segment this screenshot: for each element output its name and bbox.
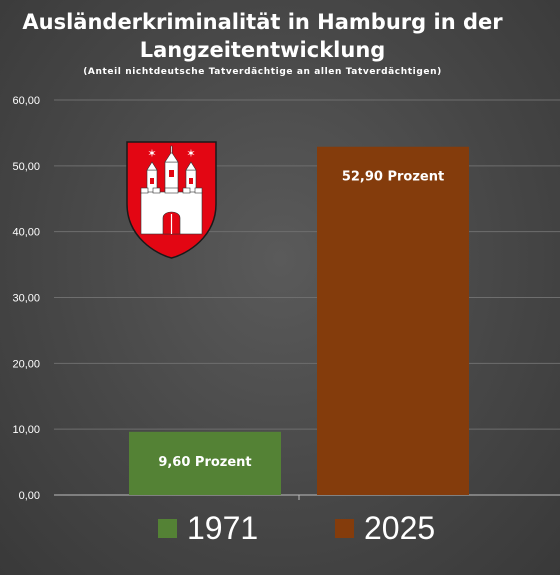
bar-1971 bbox=[129, 431, 281, 495]
y-tick-label: 40,00 bbox=[12, 227, 40, 239]
svg-text:✶: ✶ bbox=[147, 147, 156, 160]
legend-swatch-2025 bbox=[335, 519, 354, 538]
y-tick-label: 50,00 bbox=[12, 161, 40, 173]
legend-item-1971: 1971 bbox=[158, 510, 258, 547]
y-tick-label: 60,00 bbox=[12, 95, 40, 107]
bar-2025 bbox=[317, 146, 469, 495]
legend-item-2025: 2025 bbox=[335, 510, 435, 547]
chart-title: Ausländerkriminalität in Hamburg in der … bbox=[22, 10, 503, 62]
data-label-2025: 52,90 Prozent bbox=[342, 170, 444, 185]
bar-chart: 0,00 10,00 20,00 30,00 40,00 50,00 60,00 bbox=[12, 95, 560, 502]
y-tick-label: 30,00 bbox=[12, 293, 40, 305]
hamburg-coat-of-arms-icon: ✶ ✶ bbox=[126, 141, 217, 259]
y-tick-label: 0,00 bbox=[19, 490, 40, 502]
y-tick-label: 10,00 bbox=[12, 424, 40, 436]
legend-label-1971: 1971 bbox=[187, 510, 259, 546]
chart-subtitle: (Anteil nichtdeutsche Tatverdächtige an … bbox=[83, 67, 442, 77]
svg-text:✶: ✶ bbox=[186, 147, 195, 160]
legend-label-2025: 2025 bbox=[364, 510, 436, 546]
chart-legend: 1971 2025 bbox=[0, 510, 560, 554]
data-label-1971: 9,60 Prozent bbox=[158, 455, 251, 470]
legend-swatch-1971 bbox=[158, 519, 177, 538]
y-tick-label: 20,00 bbox=[12, 358, 40, 370]
